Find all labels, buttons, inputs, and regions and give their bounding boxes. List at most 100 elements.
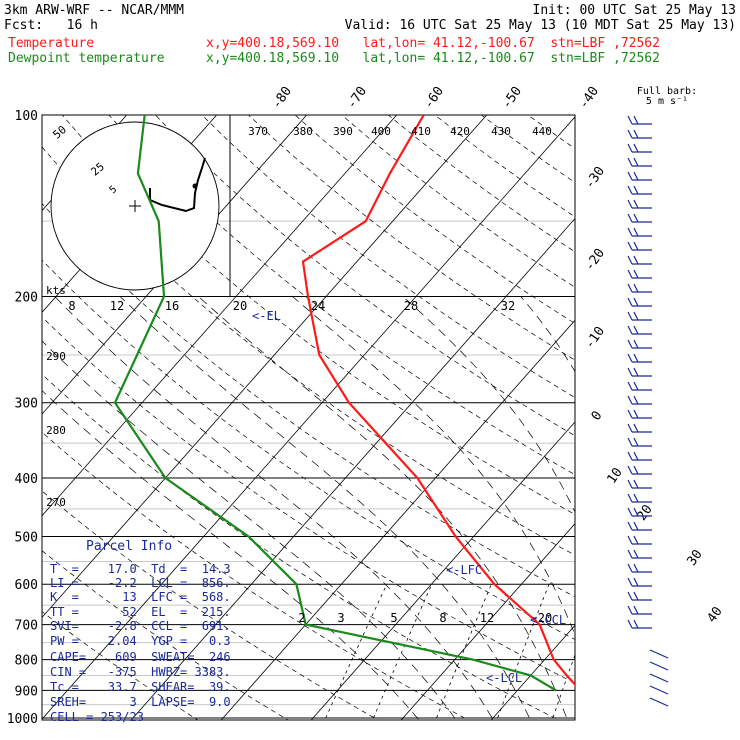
wind-barb [633,325,639,335]
pressure-label: 700 [15,619,38,634]
parcel-info-row: CIN = -375 HWBZ= 3383. [50,665,231,679]
wind-barb [627,437,633,447]
wind-barb [633,409,639,419]
isotherm-label: 10 [604,465,625,486]
theta-label: 270 [46,496,66,509]
temperature-profile [301,115,575,687]
parcel-info-row: K = 13 LFC = 568. [50,590,231,604]
wind-barb [627,521,633,531]
dry-adiabat-line [42,146,575,556]
wind-barb [633,563,639,573]
el-label: <-EL [252,309,281,323]
wind-barb [633,129,639,139]
isotherm-label: 0 [589,408,606,423]
mixing-ratio-label: 32 [501,299,515,313]
mixing-ratio-line [372,584,433,720]
wind-barb [627,577,633,587]
wind-barb [633,395,639,405]
dry-adiabat-line [42,373,560,720]
dewpoint-legend-info: x,y=400.18,569.10 lat,lon= 41.12,-100.67… [206,51,660,66]
dry-adiabat-line [434,115,575,218]
isotherm-label: -20 [582,246,608,274]
mixing-ratio-label: 5 [390,611,397,625]
wind-barb [627,157,633,167]
full-barb-label: Full barb: [637,86,697,97]
wind-barb [633,535,639,545]
moist-adiabat-line [119,296,531,720]
wind-barb [633,311,639,321]
wind-barb [627,129,633,139]
wind-barb [633,423,639,433]
wind-barb [627,241,633,251]
wind-barb [633,171,639,181]
moist-adiabat-line [715,297,740,731]
pressure-label: 200 [15,291,38,306]
plot-border [41,114,576,721]
parcel-info-row: LI = -2.2 LCL = 856. [50,576,231,590]
ccl-label: <-CCL [530,613,566,627]
wind-barbs [627,115,669,707]
moist-adiabat-line [402,296,575,513]
isotherm-label: 30 [684,547,705,568]
mixing-ratio-label: 24 [311,299,325,313]
moist-adiabat-line [54,296,494,720]
pressure-label: 600 [15,578,38,593]
dry-adiabat-line [42,431,470,720]
mixing-ratio-label: 8 [68,299,75,313]
wind-barb [627,549,633,559]
wind-barb [633,367,639,377]
wind-barb [633,507,639,517]
dry-adiabat-line [527,115,575,149]
isotherm-line [400,523,575,720]
theta-label: 410 [411,125,431,138]
wind-barb [627,563,633,573]
wind-barb [633,297,639,307]
forecast-hour: Fcst: 16 h [4,18,98,33]
wind-barb [627,605,633,615]
temperature-legend-label: Temperature [8,36,95,51]
isotherm-line [42,115,398,517]
moist-adiabat-line [198,296,568,720]
chart-frame [41,114,576,721]
profiles [113,115,575,692]
pressure-label: 900 [15,684,38,699]
wind-barb [633,185,639,195]
theta-label: 290 [46,350,66,363]
mixing-ratio-label: 28 [404,299,418,313]
wind-barb [633,227,639,237]
wind-barb [649,673,669,683]
moist-adiabat-line [42,340,457,720]
dry-adiabat-line [42,259,575,640]
theta-label: 420 [450,125,470,138]
wind-barb [649,649,669,659]
wind-barb [627,199,633,209]
parcel-info-row: CAPE= 609 SWEAT= 246 [50,650,231,664]
isotherm-label: -80 [269,84,295,112]
dry-adiabat-line [248,115,575,361]
wind-barb [633,591,639,601]
mixing-ratio-label: 16 [165,299,179,313]
full-barb-label: 5 m s⁻¹ [646,96,688,107]
mixing-ratio-line [324,584,388,720]
isotherm-label: -30 [582,164,608,192]
wind-barb [627,591,633,601]
wind-barb [627,283,633,293]
dry-adiabat-line [621,115,740,731]
wind-barb [633,269,639,279]
isotherm-line [490,624,575,720]
wind-barb [633,381,639,391]
wind-barb [627,255,633,265]
hodograph-units-label: kts [46,284,66,297]
wind-barb [633,465,639,475]
lcl-label: <-LCL [486,671,522,685]
wind-barb [627,297,633,307]
pressure-label: 100 [15,109,38,124]
parcel-info-title: Parcel Info [86,539,173,554]
wind-barb [633,255,639,265]
wind-barb [633,577,639,587]
isotherm-line [220,319,575,720]
dry-adiabat-line [294,115,575,324]
wind-barb [633,451,639,461]
dry-adiabat-line [481,115,575,183]
